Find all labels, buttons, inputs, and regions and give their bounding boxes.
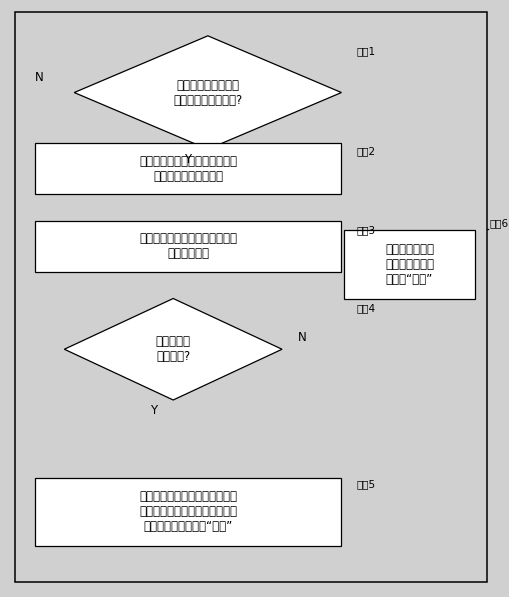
Text: 循环检测安控装置端
是否有在线控制策略?: 循环检测安控装置端 是否有在线控制策略? xyxy=(173,79,242,106)
Polygon shape xyxy=(64,298,281,400)
Text: N: N xyxy=(297,331,305,344)
Text: 步骤3: 步骤3 xyxy=(356,226,375,235)
FancyBboxPatch shape xyxy=(35,478,341,546)
FancyBboxPatch shape xyxy=(15,12,487,582)
Text: 将与预想故障相关的暂稳量化信
息等更新到安控装置中，将相应
的在线控制策略置为“有效”: 将与预想故障相关的暂稳量化信 息等更新到安控装置中，将相应 的在线控制策略置为“… xyxy=(139,490,237,534)
Text: 基于该断面数据进行在线控制策
略的暂稳校核: 基于该断面数据进行在线控制策 略的暂稳校核 xyxy=(139,232,237,260)
Text: 步骤4: 步骤4 xyxy=(356,303,375,313)
Text: 融合安控系统实测数据进行电力
系统运行断面数据整合: 融合安控系统实测数据进行电力 系统运行断面数据整合 xyxy=(139,155,237,183)
Text: 步骤6: 步骤6 xyxy=(489,218,508,227)
Text: Y: Y xyxy=(184,153,191,167)
Text: 步骤2: 步骤2 xyxy=(356,146,375,156)
Text: 将与预想故障相
关的在线控制策
略置为“无效”: 将与预想故障相 关的在线控制策 略置为“无效” xyxy=(384,242,433,286)
Text: 步骤1: 步骤1 xyxy=(356,47,375,56)
FancyBboxPatch shape xyxy=(343,230,474,298)
FancyBboxPatch shape xyxy=(35,221,341,272)
Text: 是否能保证
安全稳定?: 是否能保证 安全稳定? xyxy=(155,336,190,363)
FancyBboxPatch shape xyxy=(35,143,341,194)
Polygon shape xyxy=(74,36,341,149)
Text: N: N xyxy=(35,71,44,84)
Text: 步骤5: 步骤5 xyxy=(356,479,375,489)
Text: Y: Y xyxy=(150,404,157,417)
